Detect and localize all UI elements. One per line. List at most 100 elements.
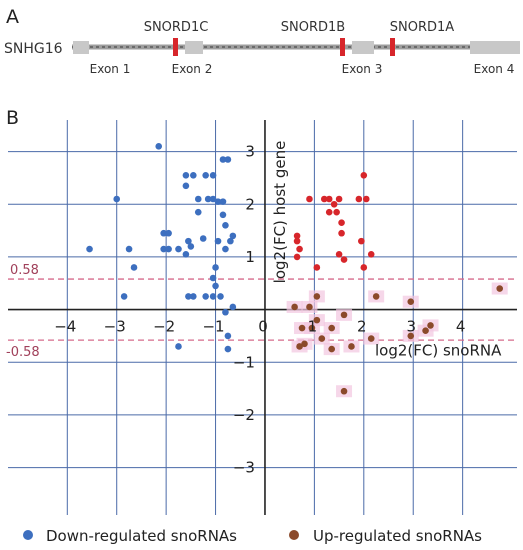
point-down-regulated [194, 195, 202, 203]
axes [8, 120, 517, 515]
point-down-regulated [199, 235, 207, 242]
point-up-regulated-red [320, 195, 328, 203]
point-down-regulated [212, 264, 219, 271]
point-up-regulated-red [335, 195, 343, 203]
point-down-regulated [209, 172, 217, 179]
point-up-regulated-red [313, 264, 321, 271]
point-down-regulated [224, 332, 232, 340]
x-tick-label: −1 [202, 318, 224, 336]
legend-marker-down [23, 530, 33, 540]
point-down-regulated [182, 172, 190, 179]
x-tick-label: 3 [406, 318, 416, 336]
point-down-regulated [182, 251, 190, 258]
point-up-regulated-red [335, 251, 343, 258]
point-up-regulated [407, 298, 415, 306]
snord1c-label: SNORD1C [144, 20, 209, 35]
exon-2-box [185, 41, 203, 54]
snord1a-label: SNORD1A [390, 20, 455, 35]
x-tick-label: −3 [104, 318, 126, 336]
point-down-regulated [187, 243, 195, 250]
exon-2-label: Exon 2 [172, 62, 213, 76]
threshold-lines [8, 278, 517, 341]
x-tick-label: 4 [456, 318, 466, 336]
point-down-regulated [222, 222, 229, 229]
point-up-regulated [340, 387, 348, 395]
point-down-regulated [219, 198, 227, 205]
point-down-regulated [130, 264, 138, 271]
point-up-regulated-red [338, 229, 345, 237]
point-down-regulated [219, 156, 227, 163]
point-up-regulated-red [306, 195, 313, 203]
exon-1-label: Exon 1 [90, 62, 131, 76]
point-down-regulated [185, 293, 192, 300]
point-up-regulated [313, 293, 321, 300]
point-up-regulated-red [340, 256, 348, 263]
point-down-regulated [185, 237, 192, 245]
point-down-regulated [229, 303, 237, 311]
exon-4-box [470, 41, 520, 54]
point-up-regulated-red [325, 208, 333, 216]
point-up-regulated [367, 335, 375, 342]
point-down-regulated [175, 343, 182, 350]
point-down-regulated [217, 293, 224, 300]
exon-4-label: Exon 4 [474, 62, 515, 76]
point-down-regulated [224, 345, 232, 353]
exon-1-box [73, 41, 89, 54]
point-up-regulated [422, 327, 429, 334]
y-tick-label: −1 [233, 353, 255, 371]
y-axis-label: log2(FC) host gene [271, 141, 289, 284]
point-up-regulated-red [360, 264, 368, 271]
point-down-regulated [160, 229, 167, 237]
point-up-regulated-red [293, 253, 301, 261]
panel-b-label: B [6, 107, 19, 129]
threshold-label-upper: 0.58 [10, 263, 39, 278]
point-up-regulated [407, 332, 415, 340]
exon-3-box [352, 41, 374, 54]
x-tick-label: 2 [357, 318, 367, 336]
point-up-regulated [291, 303, 298, 311]
point-down-regulated [209, 293, 217, 300]
point-up-regulated [496, 285, 504, 292]
point-up-regulated-red [325, 195, 333, 203]
exon-3-label: Exon 3 [342, 62, 383, 76]
point-down-regulated [125, 245, 133, 253]
y-tick-label: 1 [245, 248, 255, 266]
threshold-label-lower: -0.58 [6, 345, 40, 360]
point-up-regulated [318, 335, 326, 342]
snord1a-marker [390, 38, 395, 56]
point-down-regulated [165, 245, 172, 253]
x-axis-label: log2(FC) snoRNA [375, 342, 502, 360]
point-down-regulated [194, 208, 202, 216]
point-up-regulated [328, 324, 335, 332]
point-down-regulated [222, 308, 229, 316]
point-down-regulated [219, 211, 227, 219]
point-up-regulated [301, 340, 308, 348]
point-down-regulated [229, 232, 237, 240]
point-up-regulated [348, 343, 355, 350]
point-down-regulated [227, 237, 234, 245]
point-up-regulated-red [355, 195, 363, 203]
point-down-regulated [214, 237, 222, 245]
point-down-regulated [202, 293, 209, 300]
gene-name: SNHG16 [4, 41, 63, 57]
point-down-regulated [113, 195, 121, 203]
point-down-regulated [165, 229, 172, 237]
snord1b-label: SNORD1B [281, 20, 345, 35]
point-down-regulated [182, 182, 190, 190]
point-down-regulated [209, 195, 217, 203]
point-up-regulated-red [367, 251, 375, 258]
y-tick-label: −2 [233, 406, 255, 424]
x-tick-label: 0 [258, 318, 268, 336]
point-up-regulated [313, 316, 321, 324]
point-up-regulated-red [360, 172, 368, 179]
point-down-regulated [175, 245, 182, 253]
point-up-regulated-red [296, 245, 303, 253]
legend-label-down: Down-regulated snoRNAs [46, 527, 237, 545]
point-down-regulated [204, 195, 212, 203]
point-up-regulated-red [362, 195, 370, 203]
point-down-regulated [190, 172, 197, 179]
point-down-regulated [209, 274, 217, 282]
point-up-regulated-red [330, 200, 338, 208]
snord1b-marker [340, 38, 345, 56]
